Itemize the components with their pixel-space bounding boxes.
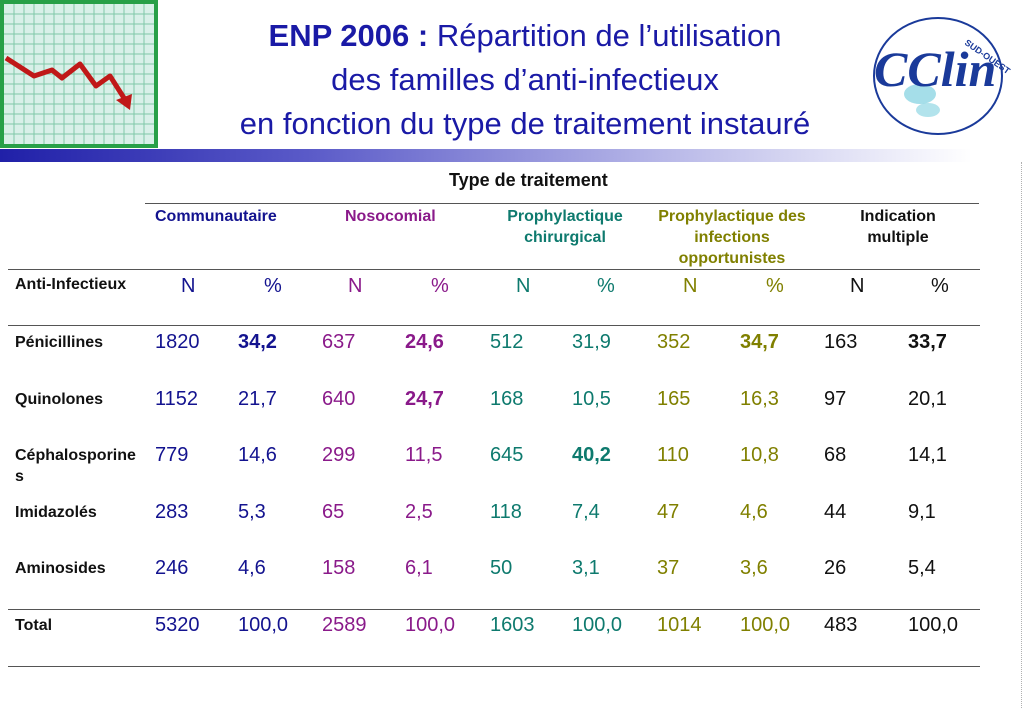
title-line3: en fonction du type de traitement instau… [239, 106, 811, 141]
table-cell: 158 [322, 557, 356, 579]
table-cell: 100,0 [238, 614, 289, 636]
title-line1: Répartition de l’utilisation [428, 18, 782, 53]
row-label: Imidazolés [15, 504, 97, 521]
table-cell: 26 [824, 557, 847, 579]
subheader-n: N [181, 275, 196, 297]
table-cell: 637 [322, 331, 356, 353]
row-label: Pénicillines [15, 334, 104, 351]
table-line [8, 269, 980, 270]
subheader-n: N [516, 275, 531, 297]
col-header-communautaire: Communautaire [155, 208, 277, 225]
table-cell: 1152 [155, 388, 199, 410]
table-line [145, 203, 979, 204]
table-cell: 640 [322, 388, 356, 410]
trend-chart-logo [0, 0, 158, 148]
subheader-n: N [683, 275, 698, 297]
table-cell: 47 [657, 501, 680, 523]
slide-right-border [1021, 162, 1022, 708]
table-cell: 779 [155, 444, 189, 466]
table-cell: 2,5 [405, 501, 433, 523]
table-cell: 1820 [155, 331, 200, 353]
table-cell: 118 [490, 501, 522, 523]
table-cell: 1603 [490, 614, 535, 636]
table-cell: 24,7 [405, 388, 444, 410]
table-cell: 16,3 [740, 388, 779, 410]
table-cell: 283 [155, 501, 189, 523]
table-cell: 512 [490, 331, 524, 353]
table-cell: 6,1 [405, 557, 433, 579]
table-cell: 14,1 [908, 444, 947, 466]
table-cell: 33,7 [908, 331, 947, 353]
table-cell: 14,6 [238, 444, 277, 466]
table-cell: 20,1 [908, 388, 947, 410]
row-label: Céphalosporines [15, 447, 136, 485]
table-cell: 5320 [155, 614, 200, 636]
table-cell: 110 [657, 444, 689, 466]
table-cell: 165 [657, 388, 691, 410]
table-cell: 5,4 [908, 557, 936, 579]
table-cell: 100,0 [908, 614, 959, 636]
table-cell: 11,5 [405, 444, 443, 466]
subheader-pct: % [431, 275, 449, 297]
table-cell: 2589 [322, 614, 367, 636]
col-header-nosocomial: Nosocomial [345, 208, 436, 225]
table-cell: 163 [824, 331, 858, 353]
table-cell: 352 [657, 331, 691, 353]
table-cell: 34,7 [740, 331, 779, 353]
table-cell: 299 [322, 444, 356, 466]
table-cell: 21,7 [238, 388, 277, 410]
table-cell: 65 [322, 501, 345, 523]
table-cell: 3,1 [572, 557, 600, 579]
title-prefix: ENP 2006 : [268, 18, 429, 53]
table-cell: 31,9 [572, 331, 611, 353]
slide-title: ENP 2006 : Répartition de l’utilisation … [165, 14, 885, 146]
row-label: Total [15, 617, 53, 634]
table-cell: 100,0 [740, 614, 791, 636]
table-cell: 645 [490, 444, 524, 466]
col-header-prophylactique-chirurgical: Prophylactique chirurgical [507, 208, 623, 246]
group-header: Type de traitement [449, 170, 608, 190]
table-cell: 3,6 [740, 557, 768, 579]
table-cell: 44 [824, 501, 847, 523]
cclin-logo-text: CClin [874, 41, 996, 97]
title-line2: des familles d’anti-infectieux [331, 62, 719, 97]
table-line [8, 666, 980, 667]
table-cell: 34,2 [238, 331, 277, 353]
col-header-prophylactique-opportunistes: Prophylactique des infections opportunis… [658, 208, 806, 267]
col-header-indication-multiple: Indication multiple [860, 208, 936, 246]
table-cell: 40,2 [572, 444, 611, 466]
table-cell: 483 [824, 614, 858, 636]
table-cell: 7,4 [572, 501, 600, 523]
table-cell: 100,0 [405, 614, 456, 636]
row-label: Quinolones [15, 391, 103, 408]
table-cell: 4,6 [238, 557, 266, 579]
table-cell: 100,0 [572, 614, 623, 636]
subheader-pct: % [597, 275, 615, 297]
header-gradient-bar [0, 149, 1023, 162]
table-cell: 4,6 [740, 501, 768, 523]
table-cell: 50 [490, 557, 513, 579]
subheader-pct: % [766, 275, 784, 297]
subheader-n: N [348, 275, 363, 297]
table-cell: 9,1 [908, 501, 936, 523]
table-cell: 24,6 [405, 331, 444, 353]
row-label: Aminosides [15, 560, 106, 577]
table-cell: 10,8 [740, 444, 779, 466]
table-cell: 246 [155, 557, 189, 579]
cclin-logo: CClin SUD-OUEST [873, 17, 1012, 135]
subheader-n: N [850, 275, 865, 297]
subheader-pct: % [931, 275, 949, 297]
row-header-label: Anti-Infectieux [15, 276, 127, 293]
table-cell: 168 [490, 388, 524, 410]
table-cell: 5,3 [238, 501, 266, 523]
table-cell: 37 [657, 557, 680, 579]
table-line [8, 325, 980, 326]
table-cell: 10,5 [572, 388, 611, 410]
table-cell: 1014 [657, 614, 702, 636]
table-line [8, 609, 980, 610]
subheader-pct: % [264, 275, 282, 297]
table-cell: 68 [824, 444, 847, 466]
table-cell: 97 [824, 388, 847, 410]
